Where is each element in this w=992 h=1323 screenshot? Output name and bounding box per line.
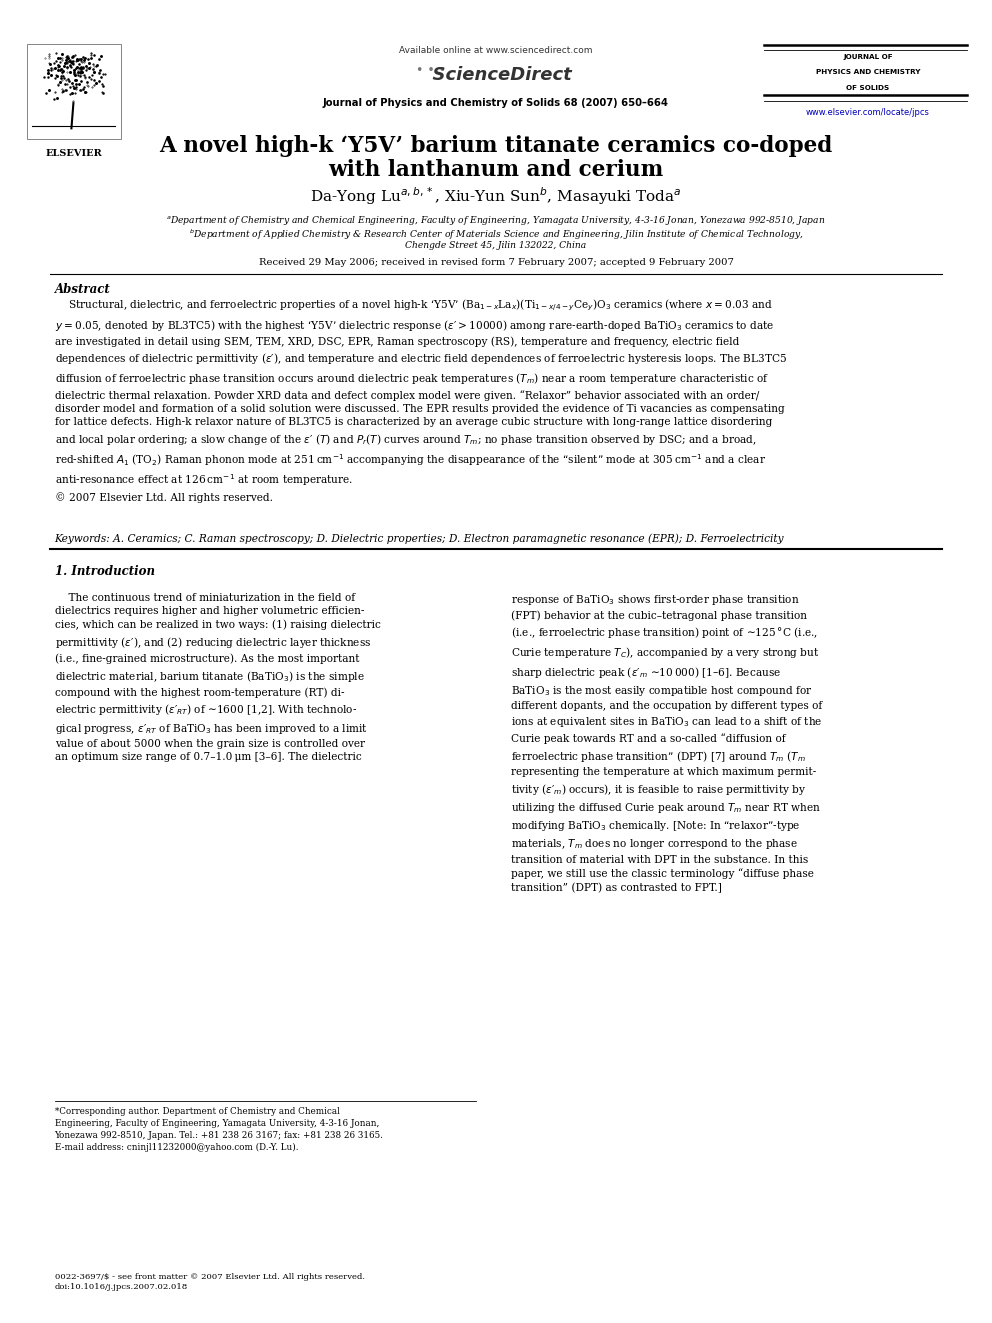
Text: ELSEVIER: ELSEVIER	[46, 149, 102, 159]
Text: response of BaTiO$_3$ shows first-order phase transition
(FPT) behavior at the c: response of BaTiO$_3$ shows first-order …	[511, 593, 822, 893]
Text: PHYSICS AND CHEMISTRY: PHYSICS AND CHEMISTRY	[815, 69, 921, 75]
Text: www.elsevier.com/locate/jpcs: www.elsevier.com/locate/jpcs	[806, 108, 930, 118]
Text: Abstract: Abstract	[55, 283, 110, 296]
Text: $^a$Department of Chemistry and Chemical Engineering, Faculty of Engineering, Ya: $^a$Department of Chemistry and Chemical…	[167, 214, 825, 228]
Bar	[27, 44, 121, 139]
Text: Received 29 May 2006; received in revised form 7 February 2007; accepted 9 Febru: Received 29 May 2006; received in revise…	[259, 258, 733, 267]
Text: Da-Yong Lu$^{a,b,*}$, Xiu-Yun Sun$^{b}$, Masayuki Toda$^{a}$: Da-Yong Lu$^{a,b,*}$, Xiu-Yun Sun$^{b}$,…	[310, 185, 682, 206]
Text: Journal of Physics and Chemistry of Solids 68 (2007) 650–664: Journal of Physics and Chemistry of Soli…	[323, 98, 669, 108]
Text: • • •: • • •	[417, 64, 446, 77]
Text: Chengde Street 45, Jilin 132022, China: Chengde Street 45, Jilin 132022, China	[406, 241, 586, 250]
Text: Structural, dielectric, and ferroelectric properties of a novel high-k ‘Y5V’ (Ba: Structural, dielectric, and ferroelectri…	[55, 298, 787, 503]
Text: $^b$Department of Applied Chemistry & Research Center of Materials Science and E: $^b$Department of Applied Chemistry & Re…	[188, 228, 804, 242]
Text: JOURNAL OF: JOURNAL OF	[843, 54, 893, 61]
Text: 1. Introduction: 1. Introduction	[55, 565, 155, 578]
Text: *Corresponding author. Department of Chemistry and Chemical
Engineering, Faculty: *Corresponding author. Department of Che…	[55, 1107, 384, 1151]
Text: Keywords: A. Ceramics; C. Raman spectroscopy; D. Dielectric properties; D. Elect: Keywords: A. Ceramics; C. Raman spectros…	[55, 533, 784, 544]
Text: A novel high-k ‘Y5V’ barium titanate ceramics co-doped: A novel high-k ‘Y5V’ barium titanate cer…	[160, 135, 832, 157]
Text: Available online at www.sciencedirect.com: Available online at www.sciencedirect.co…	[399, 46, 593, 56]
Text: ScienceDirect: ScienceDirect	[421, 66, 571, 85]
Text: The continuous trend of miniaturization in the field of
dielectrics requires hig: The continuous trend of miniaturization …	[55, 593, 381, 762]
Text: 0022-3697/$ - see front matter © 2007 Elsevier Ltd. All rights reserved.
doi:10.: 0022-3697/$ - see front matter © 2007 El…	[55, 1273, 365, 1291]
Text: with lanthanum and cerium: with lanthanum and cerium	[328, 159, 664, 181]
Text: OF SOLIDS: OF SOLIDS	[846, 85, 890, 91]
